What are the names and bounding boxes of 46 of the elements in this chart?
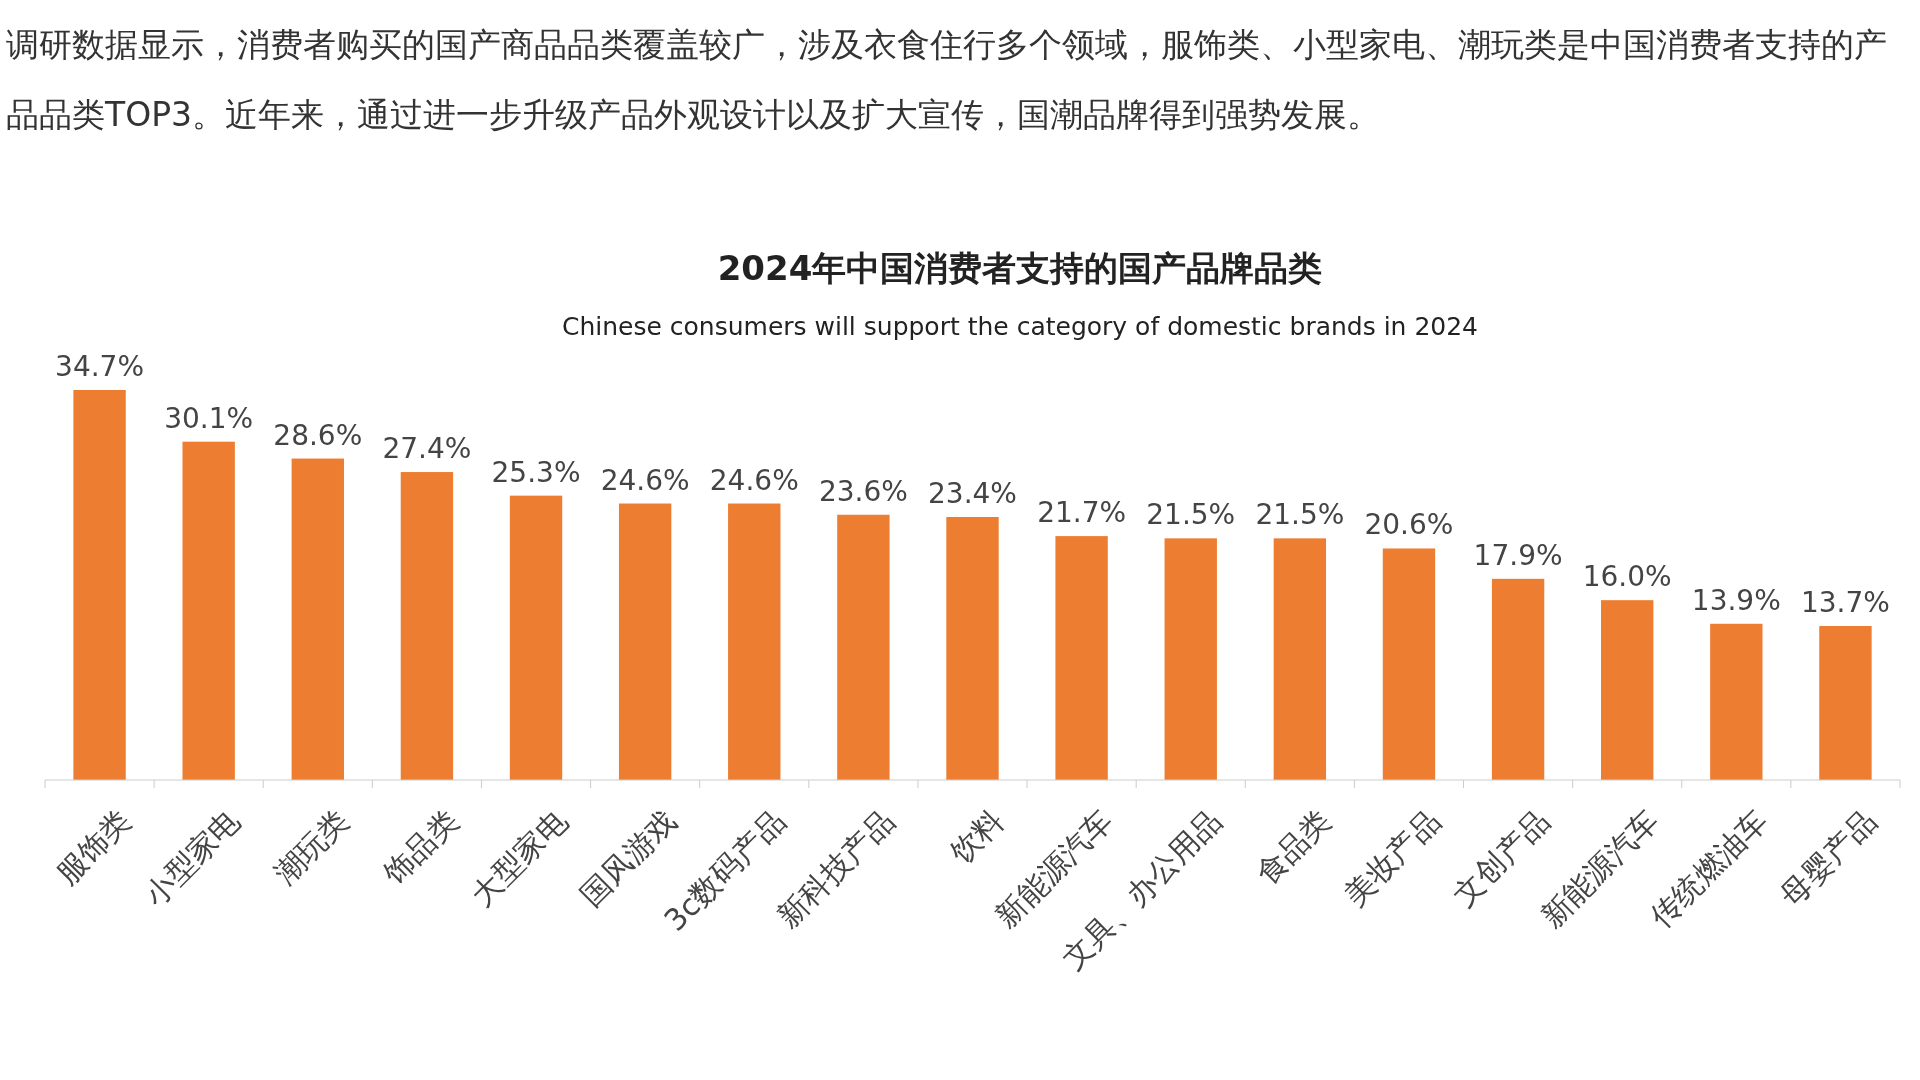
x-tick-label: 饰品类 <box>375 803 465 893</box>
data-label: 13.9% <box>1691 583 1781 617</box>
data-label: 13.7% <box>1800 586 1890 620</box>
data-label: 23.6% <box>818 474 908 508</box>
chart-title: 2024年中国消费者支持的国产品牌品类 <box>717 248 1323 288</box>
text: 调研数据显示，消费者购买的国产商品品类覆盖较广，涉及衣食住行多个领域，服饰类、小型家电、潮玩类是中国消费者支持的产品品类TOP3。近年来，通过进一步升级产品外观设计以及扩大宣传，国潮品牌得到强势发展。 <box>6 24 1888 136</box>
x-tick-label: 食品类 <box>1249 803 1338 892</box>
x-tick-label: 美妆产品 <box>1337 803 1447 913</box>
data-label: 30.1% <box>164 401 254 435</box>
chart-subtitle: Chinese consumers will support the category of domestic brands in 2024 <box>561 312 1479 341</box>
bar <box>1601 600 1654 780</box>
bar <box>1273 538 1327 780</box>
data-label: 27.4% <box>382 432 472 466</box>
bar <box>837 514 890 780</box>
data-label: 34.7% <box>55 350 145 383</box>
x-tick-label: 服饰类 <box>48 803 138 892</box>
data-label: 23.4% <box>928 477 1017 510</box>
bar <box>946 517 999 780</box>
x-tick-label: 潮玩类 <box>267 803 356 892</box>
data-label: 28.6% <box>273 418 363 452</box>
bar <box>728 503 781 780</box>
bar <box>400 472 454 780</box>
bar <box>509 495 563 780</box>
x-tick-label: 大型家电 <box>464 803 574 913</box>
x-tick-label: 母婴产品 <box>1773 803 1884 913</box>
data-label: 20.6% <box>1364 508 1454 542</box>
data-label: 21.5% <box>1146 498 1236 532</box>
bar <box>1710 623 1763 780</box>
data-label: 24.6% <box>709 463 799 497</box>
data-label: 17.9% <box>1473 538 1563 572</box>
data-label: 16.0% <box>1582 560 1672 594</box>
bar <box>1164 538 1217 780</box>
bar <box>1055 536 1108 780</box>
bar <box>618 503 672 780</box>
data-label: 24.6% <box>600 463 690 497</box>
bar <box>73 390 126 780</box>
data-label: 21.7% <box>1037 496 1127 530</box>
bar <box>1819 626 1872 780</box>
bar <box>1491 578 1545 780</box>
x-tick-label: 小型家电 <box>136 803 247 913</box>
bar <box>1382 548 1436 780</box>
data-label: 21.5% <box>1255 498 1345 532</box>
data-label: 25.3% <box>491 455 581 489</box>
bar <box>182 441 235 780</box>
bar <box>291 458 344 780</box>
x-tick-label: 饮料 <box>942 803 1011 871</box>
